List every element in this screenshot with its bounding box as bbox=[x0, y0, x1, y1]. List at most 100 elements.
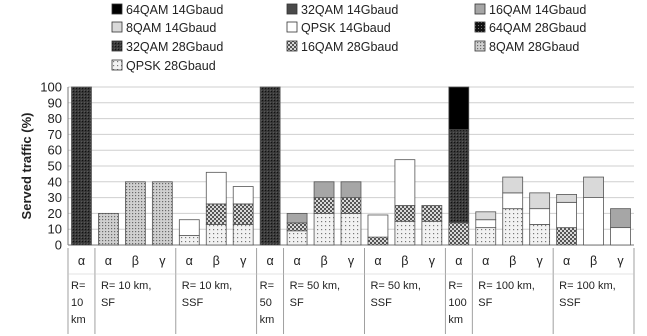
bar-segment bbox=[610, 227, 631, 246]
legend-swatch bbox=[111, 3, 123, 15]
bar-segment bbox=[610, 208, 631, 229]
bar-segment bbox=[125, 181, 146, 246]
y-tick-label: 30 bbox=[48, 190, 62, 205]
group-label-line: km bbox=[260, 314, 275, 326]
bar-segment bbox=[448, 86, 470, 131]
bar-segment bbox=[448, 129, 470, 224]
legend-label: 64QAM 14Gbaud bbox=[126, 3, 223, 17]
x-bar-label: α bbox=[105, 254, 112, 268]
x-bar-label: α bbox=[293, 254, 300, 268]
legend: 64QAM 14Gbaud 32QAM 14Gbaud 16QAM 14Gbaud 8… bbox=[111, 3, 586, 73]
x-bar-label: α bbox=[267, 254, 274, 268]
group-label-line: SF bbox=[478, 297, 492, 309]
group-label-line: R= 10 km, bbox=[101, 280, 151, 292]
group-label-line: R= 50 km, bbox=[290, 280, 340, 292]
y-tick-label: 40 bbox=[48, 174, 62, 189]
bar-segment bbox=[367, 236, 389, 246]
group-label-line: R= 100 km, bbox=[478, 280, 535, 292]
x-bar-label: α bbox=[455, 254, 462, 268]
bar-segment bbox=[394, 220, 416, 246]
bar-segment bbox=[394, 205, 416, 222]
bar-segment bbox=[340, 212, 362, 246]
y-tick-label: 50 bbox=[48, 159, 62, 174]
y-tick-label: 10 bbox=[48, 222, 62, 237]
x-bar-label: β bbox=[213, 254, 220, 268]
group-label-line: km bbox=[448, 314, 463, 326]
legend-label: 32QAM 14Gbaud bbox=[301, 3, 398, 17]
bar-segment bbox=[421, 220, 443, 246]
bar-segment bbox=[205, 224, 227, 246]
x-bar-label: β bbox=[401, 254, 408, 268]
group-label-line: R= 100 km, bbox=[559, 280, 616, 292]
bar-segment bbox=[313, 212, 335, 246]
x-bar-label: β bbox=[590, 254, 597, 268]
bar-segment bbox=[556, 227, 577, 246]
bar-segment bbox=[286, 230, 308, 246]
x-bar-label: β bbox=[509, 254, 516, 268]
bar-segment bbox=[502, 208, 524, 246]
bar-segment bbox=[313, 181, 335, 199]
y-tick-label: 20 bbox=[48, 206, 62, 221]
bar-segment bbox=[232, 224, 254, 246]
group-label-line: 10 bbox=[71, 297, 83, 309]
y-tick-label: 0 bbox=[55, 238, 62, 253]
bar-segment bbox=[421, 205, 443, 222]
bar-segment bbox=[340, 181, 362, 199]
group-label-line: R= 10 km, bbox=[182, 280, 232, 292]
bar-segment bbox=[475, 211, 497, 221]
legend-label: 16QAM 28Gbaud bbox=[301, 40, 398, 54]
bar-segment bbox=[232, 203, 254, 225]
legend-swatch bbox=[474, 40, 486, 52]
legend-label: 64QAM 28Gbaud bbox=[489, 21, 586, 35]
bar-segment bbox=[178, 235, 200, 246]
bar-segment bbox=[529, 192, 551, 210]
legend-swatch bbox=[111, 21, 123, 33]
bar-segment bbox=[178, 219, 200, 236]
x-bar-label: γ bbox=[429, 254, 436, 268]
legend-label: 8QAM 28Gbaud bbox=[489, 40, 579, 54]
legend-swatch bbox=[111, 59, 123, 71]
group-label-line: km bbox=[71, 314, 86, 326]
group-label-line: R= 50 km, bbox=[370, 280, 420, 292]
bar-segment bbox=[151, 181, 173, 246]
y-axis-title: Served traffic (%) bbox=[19, 113, 34, 220]
y-tick-label: 90 bbox=[48, 95, 62, 110]
group-label-line: R= bbox=[448, 280, 462, 292]
legend-swatch bbox=[286, 40, 298, 52]
legend-label: 8QAM 14Gbaud bbox=[126, 21, 216, 35]
bar-segment bbox=[259, 86, 281, 246]
bar-segment bbox=[286, 222, 308, 232]
bar-segment bbox=[340, 197, 362, 214]
x-bar-label: α bbox=[482, 254, 489, 268]
x-bar-label: γ bbox=[617, 254, 624, 268]
legend-label: QPSK 14Gbaud bbox=[301, 21, 391, 35]
group-label-line: R= bbox=[71, 280, 85, 292]
bar-segment bbox=[232, 186, 254, 205]
legend-swatch bbox=[111, 40, 123, 52]
y-tick-label: 100 bbox=[40, 80, 62, 95]
bar-segment bbox=[448, 222, 470, 246]
bar-segment bbox=[502, 176, 524, 194]
group-label-line: 100 bbox=[448, 297, 466, 309]
group-label-line: R= bbox=[260, 280, 274, 292]
bar-segment bbox=[583, 197, 604, 246]
bar-segment bbox=[313, 197, 335, 214]
plot-area bbox=[68, 86, 634, 246]
bar-segment bbox=[475, 219, 497, 229]
bar-segment bbox=[583, 176, 604, 198]
bar-segment bbox=[98, 212, 119, 246]
x-bar-label: α bbox=[186, 254, 193, 268]
bar-segment bbox=[286, 212, 308, 224]
group-label-line: SF bbox=[290, 297, 304, 309]
bar-segment bbox=[556, 201, 577, 229]
group-label-line: 50 bbox=[260, 297, 272, 309]
bar-segment bbox=[367, 214, 389, 238]
group-label-line: SF bbox=[101, 297, 115, 309]
x-bar-label: γ bbox=[240, 254, 247, 268]
bar-segment bbox=[556, 194, 577, 203]
legend-swatch bbox=[286, 3, 298, 15]
legend-label: 16QAM 14Gbaud bbox=[489, 3, 586, 17]
x-bar-label: γ bbox=[348, 254, 355, 268]
bar-segment bbox=[475, 227, 497, 246]
